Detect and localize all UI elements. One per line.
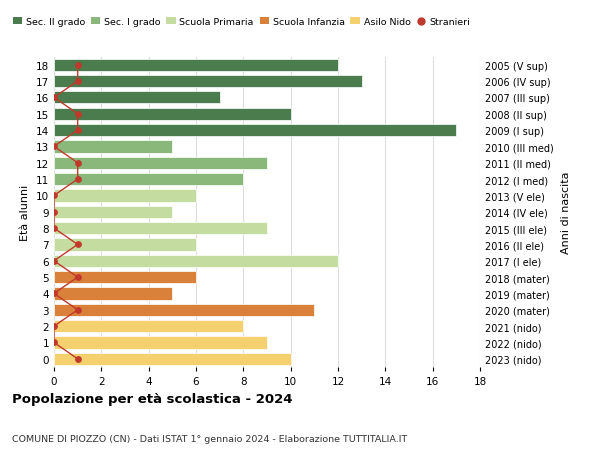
Bar <box>54 336 267 349</box>
Bar <box>54 255 338 267</box>
Bar <box>54 125 457 137</box>
Bar <box>54 239 196 251</box>
Point <box>73 241 82 249</box>
Point <box>73 176 82 183</box>
Point <box>73 78 82 85</box>
Bar <box>54 92 220 104</box>
Point <box>73 355 82 363</box>
Point <box>49 290 59 297</box>
Point <box>49 192 59 200</box>
Point <box>73 62 82 69</box>
Bar <box>54 59 338 72</box>
Bar <box>54 206 172 218</box>
Legend: Sec. II grado, Sec. I grado, Scuola Primaria, Scuola Infanzia, Asilo Nido, Stran: Sec. II grado, Sec. I grado, Scuola Prim… <box>9 14 474 31</box>
Text: Popolazione per età scolastica - 2024: Popolazione per età scolastica - 2024 <box>12 392 293 405</box>
Point <box>73 127 82 134</box>
Bar <box>54 320 244 333</box>
Bar <box>54 108 290 121</box>
Point <box>73 111 82 118</box>
Bar <box>54 271 196 284</box>
Point <box>49 323 59 330</box>
Bar <box>54 288 172 300</box>
Point <box>49 257 59 265</box>
Text: COMUNE DI PIOZZO (CN) - Dati ISTAT 1° gennaio 2024 - Elaborazione TUTTITALIA.IT: COMUNE DI PIOZZO (CN) - Dati ISTAT 1° ge… <box>12 434 407 443</box>
Point <box>49 208 59 216</box>
Point <box>49 95 59 102</box>
Point <box>73 274 82 281</box>
Y-axis label: Anni di nascita: Anni di nascita <box>560 171 571 253</box>
Point <box>73 307 82 314</box>
Bar <box>54 190 196 202</box>
Bar <box>54 223 267 235</box>
Bar <box>54 174 244 186</box>
Bar <box>54 353 290 365</box>
Point <box>73 160 82 167</box>
Bar <box>54 304 314 316</box>
Y-axis label: Età alunni: Età alunni <box>20 184 31 241</box>
Bar <box>54 76 362 88</box>
Bar <box>54 141 172 153</box>
Point <box>49 339 59 347</box>
Point <box>49 143 59 151</box>
Bar <box>54 157 267 169</box>
Point <box>49 225 59 232</box>
